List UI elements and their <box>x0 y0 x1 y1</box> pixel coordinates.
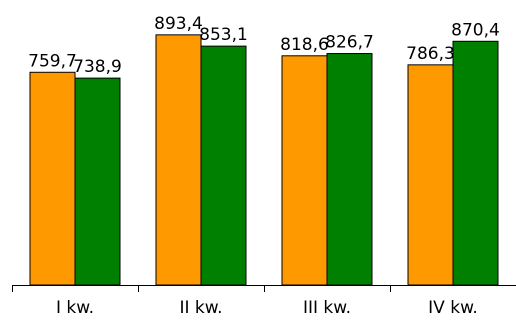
category-label-3: III kw. <box>303 298 351 318</box>
bar-series1-1 <box>29 71 76 286</box>
value-label-series2-1: 738,9 <box>73 57 122 77</box>
value-label-series2-3: 826,7 <box>325 33 374 53</box>
category-label-1: I kw. <box>56 298 94 318</box>
value-label-series1-1: 759,7 <box>28 51 77 71</box>
category-label-4: IV kw. <box>428 298 478 318</box>
category-label-2: II kw. <box>179 298 222 318</box>
value-label-series2-2: 853,1 <box>199 25 248 45</box>
value-label-series1-3: 818,6 <box>280 35 329 55</box>
bar-series1-4 <box>407 64 454 286</box>
bar-series1-2 <box>155 34 202 286</box>
bar-series2-3 <box>326 53 373 286</box>
bar-series2-2 <box>200 45 247 286</box>
value-label-series1-4: 786,3 <box>406 44 455 64</box>
category-labels-layer: I kw. II kw. III kw. IV kw. <box>56 298 478 318</box>
x-axis <box>12 285 516 292</box>
bar-series2-4 <box>452 40 499 286</box>
bars-layer <box>29 34 499 286</box>
value-label-series2-4: 870,4 <box>451 20 500 40</box>
bar-series1-3 <box>281 55 328 286</box>
bar-series2-1 <box>74 77 121 286</box>
value-label-series1-2: 893,4 <box>154 14 203 34</box>
